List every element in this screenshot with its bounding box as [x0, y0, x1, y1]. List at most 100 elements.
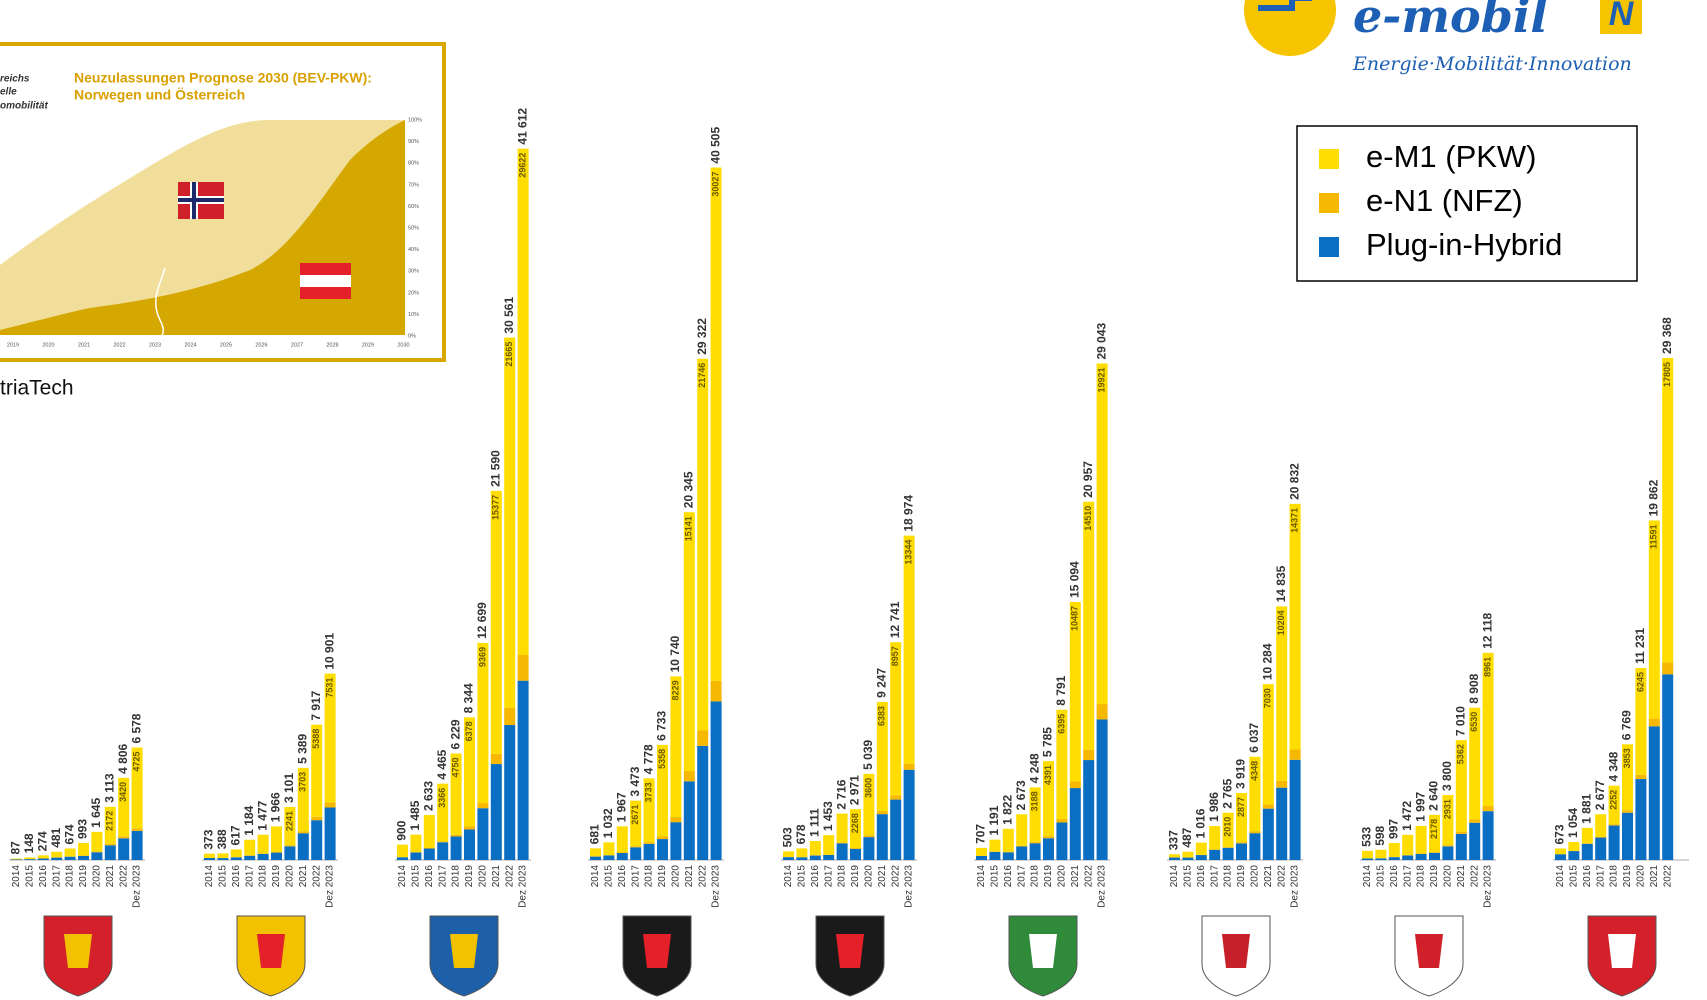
bar-segment [1096, 363, 1108, 705]
inner-label: 3366 [437, 788, 447, 808]
bar-segment [697, 730, 709, 746]
bar-segment [217, 858, 229, 860]
total-label: 2 633 [421, 781, 435, 811]
total-label: 21 590 [488, 450, 502, 487]
x-tick-label: 2014 [1169, 865, 1180, 888]
bar-segment [450, 753, 462, 835]
x-tick-label: 2020 [92, 865, 103, 888]
bar-segment [1069, 601, 1081, 782]
bar-segment [78, 843, 89, 856]
bar-segment [423, 848, 435, 860]
x-tick-label: 2014 [397, 865, 408, 888]
coat-of-arms-charge [643, 934, 671, 968]
total-label: 20 957 [1081, 461, 1095, 498]
legend-box [1296, 125, 1638, 282]
logo: e-mobil N Energie·Mobilität·Innovation [1244, 0, 1642, 75]
total-label: 900 [395, 820, 409, 840]
inner-label: 30027 [710, 172, 720, 197]
x-tick-label: 2019 [657, 865, 668, 888]
bar-segment [1555, 854, 1566, 860]
x-tick-label: 2014 [204, 865, 215, 888]
bar-segment [1182, 851, 1194, 858]
total-label: 6 769 [1620, 710, 1634, 740]
total-label: 1 967 [614, 792, 628, 822]
bar-segment [324, 673, 336, 803]
legend-label: Plug-in-Hybrid [1366, 227, 1562, 262]
x-tick-label: 2014 [590, 865, 601, 888]
inset-year: 2023 [149, 342, 161, 348]
inset-percent: 90% [408, 139, 419, 145]
bar-segment [1568, 841, 1580, 851]
x-tick-label: Dez 2023 [1097, 865, 1108, 908]
total-label: 1 485 [408, 800, 422, 830]
bar-segment [1262, 804, 1274, 809]
bar-segment [1622, 744, 1633, 811]
bar-segment [697, 358, 709, 731]
inner-label: 8961 [1482, 657, 1492, 677]
bar-segment [710, 680, 722, 702]
total-label: 9 247 [874, 668, 888, 698]
bar-segment [1043, 761, 1054, 837]
x-tick-label: 2019 [271, 865, 282, 888]
inset-year: 2030 [397, 342, 409, 348]
total-label: 993 [76, 819, 90, 839]
inset-side-text: omobilität [0, 101, 48, 112]
x-tick-label: 2015 [218, 865, 229, 888]
total-label: 6 229 [448, 719, 462, 749]
inner-label: 19921 [1096, 368, 1106, 393]
total-label: 14 835 [1274, 565, 1288, 602]
inner-label: 29622 [517, 153, 527, 178]
bar-segment [1029, 787, 1041, 842]
x-tick-label: 2020 [1443, 865, 1454, 888]
total-label: 673 [1553, 824, 1567, 844]
bar-segment [118, 777, 130, 837]
bar-segment [1016, 845, 1028, 847]
bar-segment [876, 811, 888, 815]
total-label: 997 [1386, 819, 1400, 839]
bar-segment [1581, 827, 1593, 844]
total-label: 1 054 [1566, 808, 1580, 838]
total-label: 3 113 [102, 773, 116, 803]
legend-swatch [1319, 237, 1339, 257]
x-tick-label: 2022 [890, 865, 901, 888]
inner-label: 2931 [1442, 799, 1452, 819]
x-tick-label: 2017 [1595, 865, 1606, 888]
total-label: 8 791 [1054, 675, 1068, 705]
inner-label: 21746 [697, 363, 707, 388]
total-label: 3 919 [1234, 759, 1248, 789]
x-tick-label: 2018 [65, 865, 76, 888]
bar-segment [1289, 759, 1301, 860]
inner-label: 14510 [1083, 506, 1093, 531]
total-label: 337 [1167, 830, 1181, 850]
bar-segment [1096, 704, 1108, 720]
bar-segment [284, 845, 296, 847]
bar-segment [437, 783, 449, 842]
bar-segment [204, 857, 215, 860]
x-tick-label: 2014 [976, 865, 987, 888]
bar-segment [1388, 842, 1400, 857]
inset-title: Neuzulassungen Prognose 2030 (BEV-PKW): [74, 70, 372, 86]
x-tick-label: 2022 [1083, 865, 1094, 888]
bar-segment [1222, 812, 1234, 848]
bar-segment [1469, 822, 1481, 860]
total-label: 1 997 [1413, 792, 1427, 822]
bar-segment [1415, 853, 1427, 860]
bar-segment [504, 337, 516, 708]
total-label: 12 699 [475, 602, 489, 639]
inner-label: 6245 [1635, 672, 1645, 692]
bar-segment [863, 835, 875, 838]
x-tick-label: 2016 [424, 865, 435, 888]
total-label: 678 [794, 824, 808, 844]
bar-segment [131, 830, 143, 860]
bar-segment [91, 852, 103, 860]
bar-segment [1442, 845, 1454, 847]
total-label: 29 368 [1660, 317, 1674, 354]
total-label: 4 465 [435, 749, 449, 779]
x-tick-label: 2020 [285, 865, 296, 888]
bar-segment [271, 852, 282, 860]
bar-segment [616, 826, 628, 853]
inner-label: 5358 [657, 749, 667, 769]
inset-year: 2024 [184, 342, 196, 348]
total-label: 7 917 [309, 690, 323, 720]
bar-segment [1595, 814, 1607, 837]
